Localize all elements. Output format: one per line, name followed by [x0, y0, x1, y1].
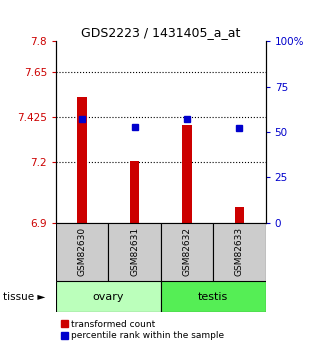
Bar [213, 223, 266, 281]
Text: GSM82631: GSM82631 [130, 227, 139, 276]
Bar [77, 97, 87, 223]
Bar [56, 223, 108, 281]
Text: testis: testis [198, 292, 228, 302]
Bar [108, 223, 161, 281]
Text: tissue ►: tissue ► [3, 293, 45, 302]
Bar [130, 161, 139, 223]
Text: GSM82633: GSM82633 [235, 227, 244, 276]
Text: ovary: ovary [93, 292, 124, 302]
Text: GSM82632: GSM82632 [182, 227, 191, 276]
Text: GSM82630: GSM82630 [78, 227, 87, 276]
Bar [56, 281, 161, 312]
Bar [161, 223, 213, 281]
Bar [161, 281, 266, 312]
Legend: transformed count, percentile rank within the sample: transformed count, percentile rank withi… [60, 320, 224, 341]
Title: GDS2223 / 1431405_a_at: GDS2223 / 1431405_a_at [81, 26, 241, 39]
Bar [182, 125, 192, 223]
Bar [235, 207, 244, 223]
